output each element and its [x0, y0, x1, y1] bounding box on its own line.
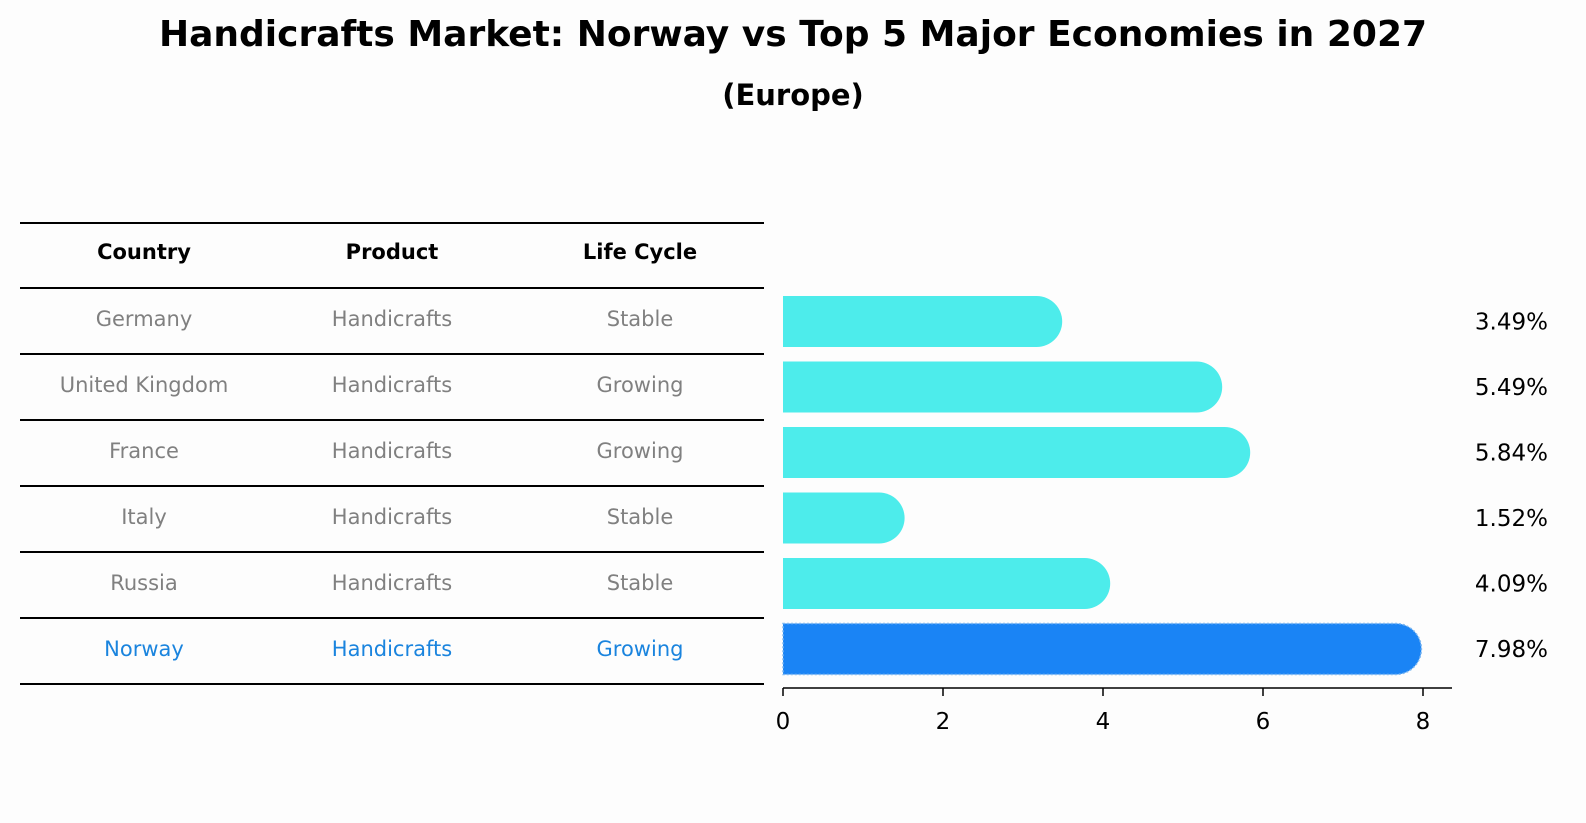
table-cell-life-cycle: Growing — [596, 373, 684, 397]
x-tick-label: 8 — [1416, 709, 1431, 735]
table-row-rule — [20, 683, 764, 685]
table-cell-country: United Kingdom — [59, 373, 229, 397]
table-cell-life-cycle: Growing — [596, 439, 684, 463]
x-tick-label: 2 — [936, 709, 951, 735]
table-cell-country: France — [109, 439, 179, 463]
header-country: Country — [97, 240, 191, 264]
chart-subtitle: (Europe) — [722, 78, 864, 112]
header-product: Product — [345, 240, 439, 264]
table-cell-product: Handicrafts — [331, 571, 453, 595]
bar-value-label: 3.49% — [1475, 310, 1548, 336]
table-top-rule — [20, 222, 764, 224]
table-row-rule — [20, 551, 764, 553]
table-cell-country: Italy — [121, 505, 167, 529]
bar-norway — [782, 622, 1423, 676]
table-cell-product: Handicrafts — [331, 505, 453, 529]
table-header-rule — [20, 287, 764, 289]
table-cell-life-cycle: Growing — [596, 637, 684, 661]
x-tick-label: 4 — [1096, 709, 1111, 735]
bar-value-label: 7.98% — [1475, 637, 1548, 663]
bar-united-kingdom — [783, 361, 1223, 413]
bar-value-label: 4.09% — [1475, 572, 1548, 598]
table-cell-life-cycle: Stable — [606, 505, 674, 529]
x-tick-label: 0 — [776, 709, 791, 735]
x-tick-label: 6 — [1256, 709, 1271, 735]
table-row-rule — [20, 419, 764, 421]
table-row-rule — [20, 617, 764, 619]
chart-title: Handicrafts Market: Norway vs Top 5 Majo… — [158, 14, 1428, 55]
bar-value-label: 1.52% — [1475, 506, 1548, 532]
bar-value-label: 5.84% — [1475, 441, 1548, 467]
table-cell-life-cycle: Stable — [606, 307, 674, 331]
table-cell-country: Germany — [95, 307, 193, 331]
table-cell-product: Handicrafts — [331, 637, 453, 661]
bar-russia — [783, 558, 1111, 609]
table-cell-country: Norway — [104, 637, 184, 661]
table-row-rule — [20, 353, 764, 355]
bar-france — [783, 427, 1251, 478]
table-cell-life-cycle: Stable — [606, 571, 674, 595]
bar-germany — [783, 296, 1063, 347]
bar-italy — [783, 492, 905, 544]
table-cell-product: Handicrafts — [331, 307, 453, 331]
bar-value-label: 5.49% — [1475, 375, 1548, 401]
table-cell-country: Russia — [110, 571, 178, 595]
header-life-cycle: Life Cycle — [582, 240, 698, 264]
table-cell-product: Handicrafts — [331, 439, 453, 463]
table-row-rule — [20, 485, 764, 487]
table-cell-product: Handicrafts — [331, 373, 453, 397]
